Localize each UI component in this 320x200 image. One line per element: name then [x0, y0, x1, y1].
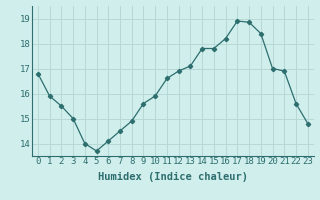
X-axis label: Humidex (Indice chaleur): Humidex (Indice chaleur) [98, 172, 248, 182]
